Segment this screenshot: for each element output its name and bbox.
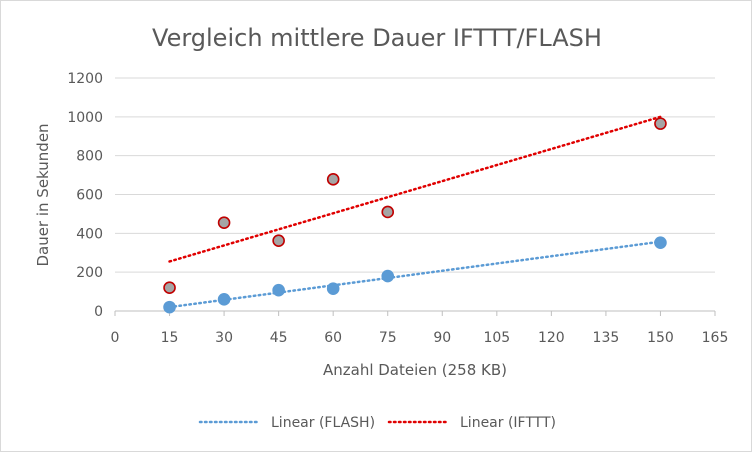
y-tick-label: 1000	[67, 110, 103, 126]
point-flash	[217, 293, 231, 306]
legend-label-ifttt: Linear (IFTTT)	[460, 415, 556, 431]
point-ifttt	[163, 281, 176, 295]
chart-title: Vergleich mittlere Dauer IFTTT/FLASH	[152, 24, 602, 52]
x-tick-label: 30	[215, 330, 233, 346]
point-flash	[326, 282, 340, 295]
trendline-flash	[168, 240, 662, 309]
point-ifttt	[326, 173, 340, 186]
x-axis-ticks: 0 15 30 45 60 75 90 105 120 135 150 165	[111, 311, 729, 346]
point-ifttt	[272, 234, 285, 248]
y-tick-label: 600	[76, 188, 103, 204]
x-tick-label: 0	[111, 330, 120, 346]
x-tick-label: 75	[379, 330, 397, 346]
x-tick-label: 15	[161, 330, 179, 346]
x-tick-label: 135	[593, 330, 620, 346]
x-tick-label: 60	[324, 330, 342, 346]
y-tick-label: 0	[94, 304, 103, 320]
data-points	[163, 117, 667, 314]
x-tick-label: 45	[270, 330, 288, 346]
x-tick-label: 150	[647, 330, 674, 346]
point-flash	[654, 236, 667, 249]
x-axis-label: Anzahl Dateien (258 KB)	[323, 361, 507, 379]
trendline-ifttt	[168, 115, 662, 263]
y-axis-ticks: 0 200 400 600 800 1000 1200	[67, 71, 103, 320]
trendlines	[168, 115, 662, 309]
y-axis-label: Dauer in Sekunden	[34, 123, 52, 266]
point-ifttt	[654, 117, 667, 130]
gridlines	[115, 77, 715, 312]
legend-label-flash: Linear (FLASH)	[271, 415, 375, 431]
x-tick-label: 105	[483, 330, 510, 346]
y-tick-label: 1200	[67, 71, 103, 87]
point-ifttt	[217, 216, 231, 229]
y-tick-label: 400	[76, 226, 103, 242]
x-tick-label: 90	[433, 330, 451, 346]
point-flash	[381, 269, 395, 283]
y-tick-label: 200	[76, 265, 103, 281]
point-ifttt	[381, 205, 395, 219]
x-tick-label: 120	[538, 330, 565, 346]
legend: Linear (FLASH) Linear (IFTTT)	[198, 415, 556, 431]
x-tick-label: 165	[702, 330, 729, 346]
point-flash	[163, 300, 176, 314]
point-flash	[272, 283, 285, 297]
y-tick-label: 800	[76, 149, 103, 165]
